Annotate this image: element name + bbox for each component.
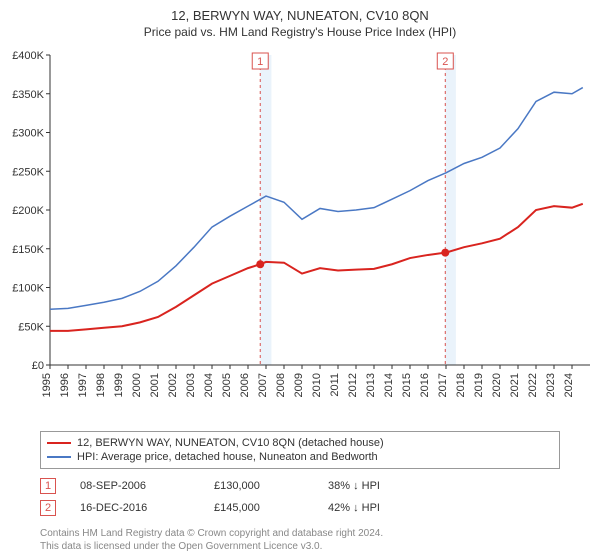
y-tick-label: £50K xyxy=(18,321,44,333)
x-tick-label: 2016 xyxy=(419,373,431,397)
x-tick-label: 2002 xyxy=(167,373,179,397)
x-tick-label: 1998 xyxy=(95,373,107,397)
x-tick-label: 2014 xyxy=(383,373,395,397)
footnote-line: This data is licensed under the Open Gov… xyxy=(40,540,560,553)
chart-area: £0 £50K £100K £150K £200K £250K £300K £350K £400… xyxy=(0,45,600,425)
y-tick-label: £100K xyxy=(12,283,44,295)
transaction-compare: 42% ↓ HPI xyxy=(328,502,438,514)
x-tick-label: 2003 xyxy=(185,373,197,397)
x-tick-label: 1996 xyxy=(59,373,71,397)
y-tick-label: £300K xyxy=(12,128,44,140)
footnote: Contains HM Land Registry data © Crown c… xyxy=(40,527,560,553)
y-tick-label: £250K xyxy=(12,166,44,178)
x-tick-label: 2011 xyxy=(329,373,341,397)
x-tick-label: 2004 xyxy=(203,373,215,397)
chart-title: 12, BERWYN WAY, NUNEATON, CV10 8QN xyxy=(0,0,600,23)
x-tick-label: 2015 xyxy=(401,373,413,397)
x-tick-label: 2009 xyxy=(293,373,305,397)
transaction-marker: 1 xyxy=(40,478,56,494)
x-tick-label: 2006 xyxy=(239,373,251,397)
x-tick-label: 2017 xyxy=(437,373,449,397)
x-tick-label: 2024 xyxy=(563,373,575,397)
transaction-compare: 38% ↓ HPI xyxy=(328,480,438,492)
legend-item: HPI: Average price, detached house, Nune… xyxy=(47,450,553,464)
x-tick-label: 2001 xyxy=(149,373,161,397)
y-tick-label: £0 xyxy=(32,360,44,372)
x-tick-label: 2010 xyxy=(311,373,323,397)
legend-item: 12, BERWYN WAY, NUNEATON, CV10 8QN (deta… xyxy=(47,436,553,450)
x-tick-label: 1995 xyxy=(41,373,53,397)
x-tick-label: 2023 xyxy=(545,373,557,397)
x-tick-label: 2005 xyxy=(221,373,233,397)
x-tick-label: 2022 xyxy=(527,373,539,397)
transaction-marker: 2 xyxy=(40,500,56,516)
transaction-date: 08-SEP-2006 xyxy=(80,480,190,492)
y-tick-label: £200K xyxy=(12,205,44,217)
legend-label: 12, BERWYN WAY, NUNEATON, CV10 8QN (deta… xyxy=(77,437,384,449)
x-tick-label: 2019 xyxy=(473,373,485,397)
chart-subtitle: Price paid vs. HM Land Registry's House … xyxy=(0,23,600,45)
line-chart: £0 £50K £100K £150K £200K £250K £300K £350K £400… xyxy=(0,45,600,425)
y-tick-label: £350K xyxy=(12,89,44,101)
x-tick-label: 2007 xyxy=(257,373,269,397)
transaction-date: 16-DEC-2016 xyxy=(80,502,190,514)
transaction-table: 1 08-SEP-2006 £130,000 38% ↓ HPI 2 16-DEC-201… xyxy=(40,475,560,519)
transaction-price: £145,000 xyxy=(214,502,304,514)
x-tick-label: 2020 xyxy=(491,373,503,397)
y-tick-label: £400K xyxy=(12,50,44,62)
marker-label: 1 xyxy=(257,56,263,68)
transaction-row: 1 08-SEP-2006 £130,000 38% ↓ HPI xyxy=(40,475,560,497)
x-tick-label: 2021 xyxy=(509,373,521,397)
x-tick-label: 2008 xyxy=(275,373,287,397)
legend-swatch xyxy=(47,442,71,444)
x-tick-label: 1999 xyxy=(113,373,125,397)
legend-swatch xyxy=(47,456,71,458)
transaction-price: £130,000 xyxy=(214,480,304,492)
y-tick-label: £150K xyxy=(12,244,44,256)
x-tick-label: 2000 xyxy=(131,373,143,397)
transaction-row: 2 16-DEC-2016 £145,000 42% ↓ HPI xyxy=(40,497,560,519)
x-tick-label: 2018 xyxy=(455,373,467,397)
footnote-line: Contains HM Land Registry data © Crown c… xyxy=(40,527,560,540)
legend-label: HPI: Average price, detached house, Nune… xyxy=(77,451,378,463)
x-tick-label: 2012 xyxy=(347,373,359,397)
x-tick-label: 1997 xyxy=(77,373,89,397)
x-tick-label: 2013 xyxy=(365,373,377,397)
legend: 12, BERWYN WAY, NUNEATON, CV10 8QN (deta… xyxy=(40,431,560,469)
marker-label: 2 xyxy=(442,56,448,68)
